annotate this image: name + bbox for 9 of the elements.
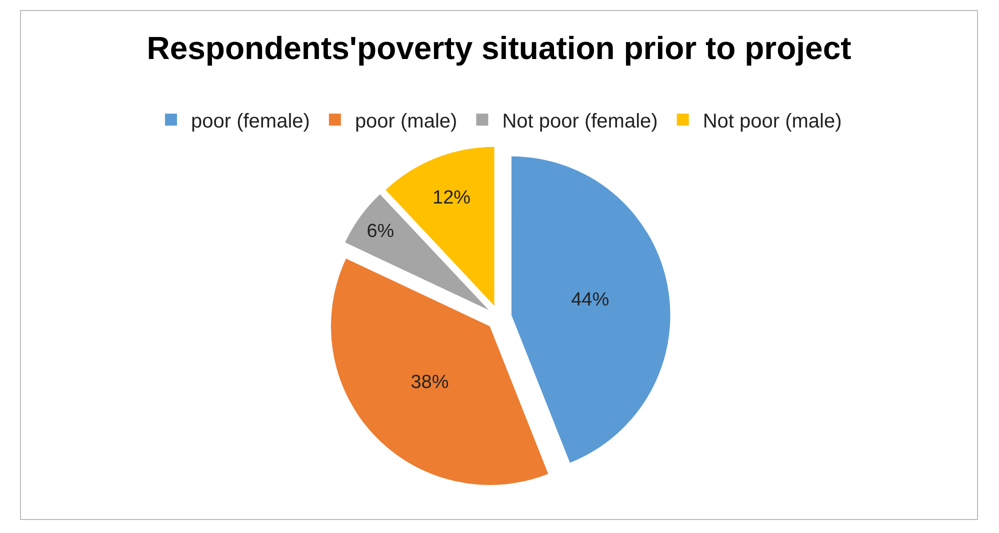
legend-label: poor (female) (191, 110, 310, 132)
data-label: 6% (366, 220, 394, 242)
data-label: 12% (432, 187, 471, 208)
legend-label: poor (male) (354, 110, 458, 132)
data-label: 38% (410, 372, 449, 394)
legend-label: Not poor (male) (702, 110, 842, 132)
data-label: 44% (571, 290, 610, 311)
legend-label: Not poor (female) (502, 110, 658, 132)
chart-title: Respondents'poverty situation prior to project (146, 30, 852, 66)
